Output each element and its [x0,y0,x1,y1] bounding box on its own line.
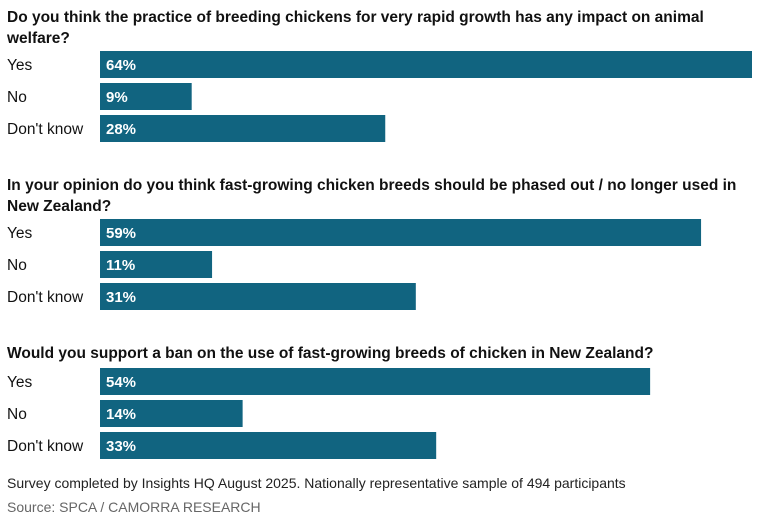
category-label: Don't know [7,289,84,306]
value-label: 33% [106,438,136,455]
bar [100,115,386,142]
value-label: 11% [106,257,135,274]
value-label: 59% [106,225,136,242]
category-label: No [7,406,27,423]
bar [100,283,416,310]
bar [100,400,243,427]
panel-1: Do you think the practice of breeding ch… [6,9,752,142]
bar [100,51,752,78]
bar [100,432,437,459]
value-label: 54% [106,374,136,391]
panel-2: In your opinion do you think fast-growin… [7,177,736,310]
category-label: Don't know [7,438,84,455]
category-label: Yes [7,225,33,242]
survey-note: Survey completed by Insights HQ August 2… [7,475,626,491]
value-label: 31% [106,289,136,306]
value-label: 14% [106,406,136,423]
panel-title: Do you think the practice of breeding ch… [6,9,704,47]
bar [100,368,651,395]
panel-title: In your opinion do you think fast-growin… [7,177,736,215]
panel-title: Would you support a ban on the use of fa… [7,345,653,362]
bar [100,219,702,246]
category-label: No [7,89,27,106]
value-label: 28% [106,121,136,138]
value-label: 64% [106,57,136,74]
value-label: 9% [106,89,128,106]
bar [100,83,192,110]
category-label: Don't know [7,121,84,138]
bar-chart: Do you think the practice of breeding ch… [6,9,752,459]
category-label: Yes [7,57,33,74]
category-label: No [7,257,27,274]
source-credit: Source: SPCA / CAMORRA RESEARCH [7,499,261,515]
bar [100,251,213,278]
category-label: Yes [7,374,33,391]
panel-3: Would you support a ban on the use of fa… [7,345,653,459]
